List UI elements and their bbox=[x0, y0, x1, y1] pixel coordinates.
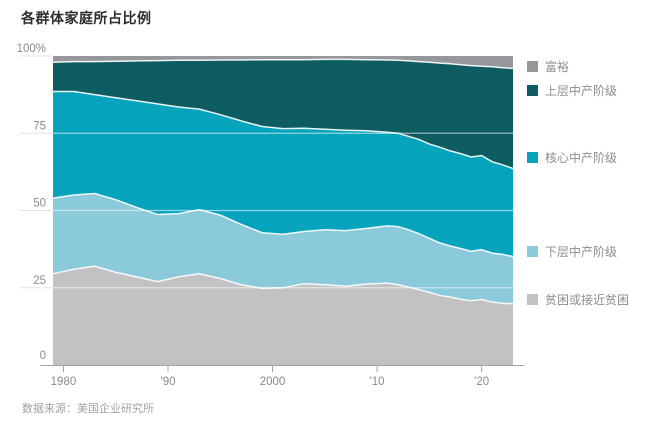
legend-item-upper_middle: 上层中产阶级 bbox=[527, 82, 617, 99]
chart-legend: 富裕上层中产阶级 核心中产阶级 下层中产阶级 贫困或接近贫困 bbox=[527, 0, 650, 421]
legend-swatch-lower_middle bbox=[527, 246, 538, 257]
layer-boundary-line bbox=[53, 90, 514, 170]
y-tick-label: 25 bbox=[33, 275, 46, 287]
x-tick-label: 1980 bbox=[51, 376, 77, 388]
y-tick-label: 75 bbox=[33, 120, 46, 132]
legend-label: 贫困或接近贫困 bbox=[545, 293, 630, 307]
legend-swatch-upper_middle bbox=[527, 85, 538, 96]
y-tick-label: 50 bbox=[33, 198, 46, 210]
chart-title: 各群体家庭所占比例 bbox=[21, 10, 152, 26]
area-layer-wealthy bbox=[53, 56, 513, 69]
x-tick-label: 2000 bbox=[260, 376, 286, 388]
area-layer-lower_middle bbox=[53, 193, 513, 304]
area-layer-poor bbox=[53, 266, 513, 365]
legend-label: 核心中产阶级 bbox=[545, 151, 618, 165]
source-note: 数据来源：美国企业研究所 bbox=[22, 403, 154, 415]
legend-item-wealthy: 富裕 bbox=[527, 58, 569, 75]
y-tick-label: 0 bbox=[40, 350, 46, 362]
legend-item-lower_middle: 下层中产阶级 bbox=[527, 243, 617, 260]
legend-label: 上层中产阶级 bbox=[545, 84, 618, 98]
legend-item-poor: 贫困或接近贫困 bbox=[527, 291, 629, 308]
layer-boundary-line bbox=[52, 58, 514, 70]
legend-swatch-wealthy bbox=[527, 61, 538, 72]
y-tick-label: 100% bbox=[17, 43, 46, 55]
legend-swatch-core_middle bbox=[527, 152, 538, 163]
legend-label: 下层中产阶级 bbox=[545, 245, 618, 259]
x-tick-label: '10 bbox=[370, 376, 385, 388]
x-tick-label: '90 bbox=[161, 376, 176, 388]
layer-boundary-line bbox=[52, 265, 514, 305]
area-layer-upper_middle bbox=[53, 59, 513, 169]
layer-boundary-line bbox=[52, 192, 514, 258]
legend-label: 富裕 bbox=[545, 60, 570, 74]
legend-item-core_middle: 核心中产阶级 bbox=[527, 149, 617, 166]
x-tick-label: '20 bbox=[474, 376, 489, 388]
legend-swatch-poor bbox=[527, 294, 538, 305]
